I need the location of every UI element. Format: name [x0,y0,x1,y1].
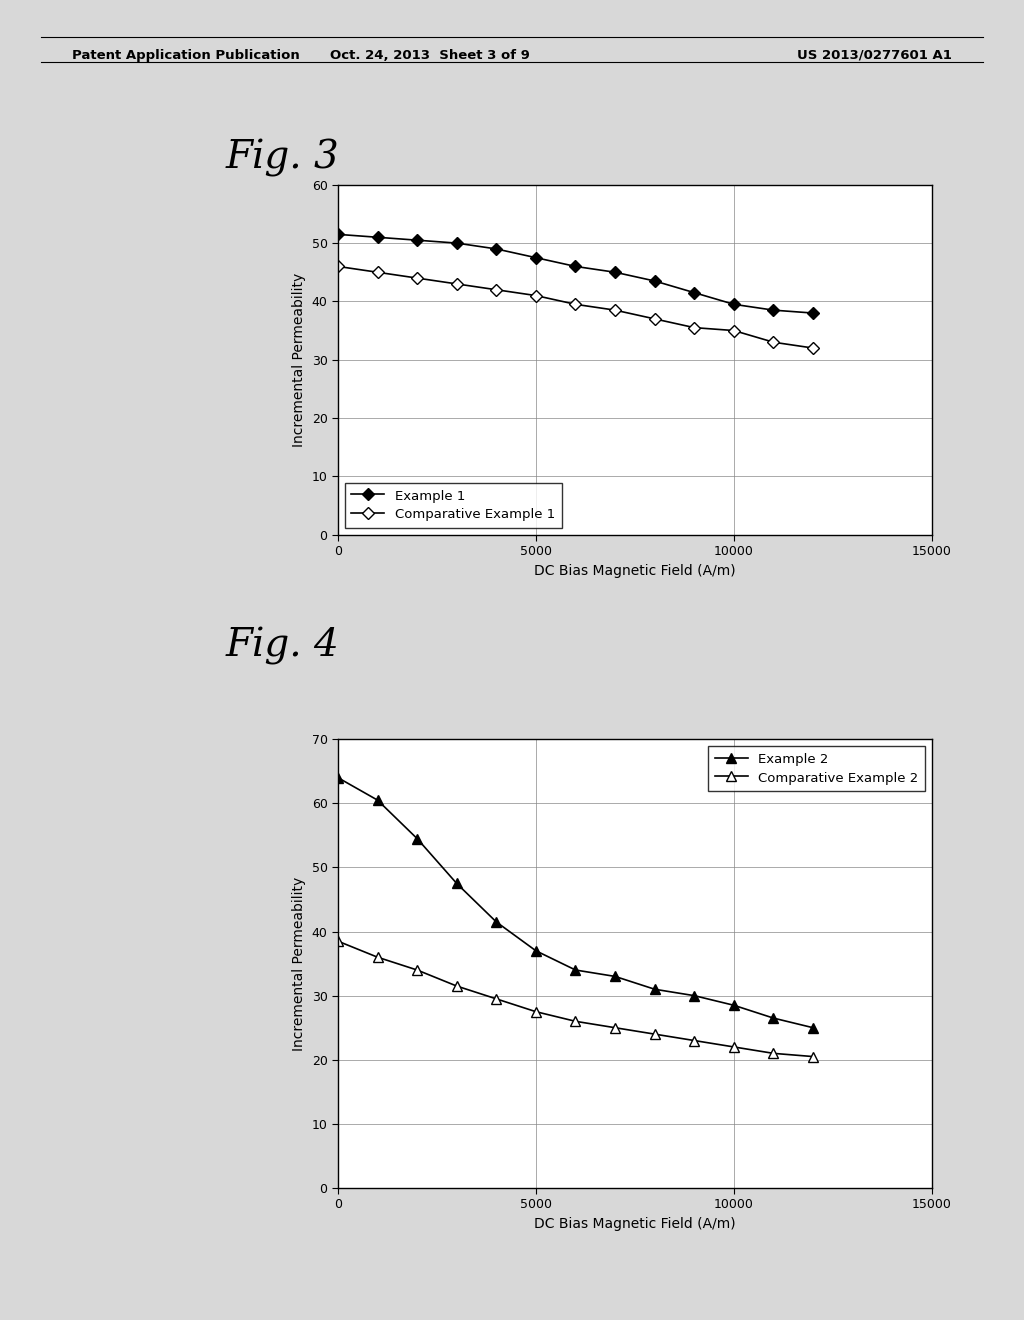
Line: Comparative Example 1: Comparative Example 1 [334,263,817,352]
Comparative Example 1 [728,322,740,338]
Comparative Example 1 [372,264,384,280]
Comparative Example 2 [688,1032,700,1048]
Comparative Example 1 [609,302,622,318]
Text: Fig. 3: Fig. 3 [225,139,339,177]
Example 1 [767,302,779,318]
X-axis label: DC Bias Magnetic Field (A/m): DC Bias Magnetic Field (A/m) [535,564,735,578]
Text: Patent Application Publication: Patent Application Publication [72,49,299,62]
Comparative Example 2 [451,978,463,994]
Comparative Example 1 [490,282,503,298]
Comparative Example 2 [728,1039,740,1055]
Example 2 [411,830,423,846]
Legend: Example 2, Comparative Example 2: Example 2, Comparative Example 2 [709,746,926,791]
Line: Example 1: Example 1 [334,230,817,317]
Example 2 [728,998,740,1014]
Example 1 [490,242,503,257]
Line: Comparative Example 2: Comparative Example 2 [333,936,818,1061]
Comparative Example 2 [569,1014,582,1030]
Comparative Example 1 [332,259,344,275]
Example 2 [490,913,503,929]
Example 2 [688,987,700,1003]
Example 2 [569,962,582,978]
Example 1 [372,230,384,246]
Comparative Example 2 [767,1045,779,1061]
Example 1 [648,273,660,289]
Example 1 [529,249,542,265]
Example 1 [451,235,463,251]
Y-axis label: Incremental Permeability: Incremental Permeability [292,272,306,447]
Text: US 2013/0277601 A1: US 2013/0277601 A1 [798,49,952,62]
Comparative Example 1 [688,319,700,335]
Comparative Example 2 [609,1020,622,1036]
Y-axis label: Incremental Permeability: Incremental Permeability [292,876,306,1051]
Comparative Example 2 [490,991,503,1007]
Comparative Example 1 [807,341,819,356]
Example 2 [807,1020,819,1036]
Example 2 [648,981,660,997]
Example 2 [451,875,463,891]
Example 2 [609,969,622,985]
Comparative Example 2 [648,1026,660,1041]
Example 1 [332,227,344,243]
Example 1 [728,297,740,313]
Example 2 [372,792,384,808]
Comparative Example 1 [648,312,660,327]
Comparative Example 1 [767,334,779,350]
Comparative Example 1 [569,297,582,313]
Comparative Example 2 [372,949,384,965]
Comparative Example 2 [332,933,344,949]
Example 2 [332,770,344,785]
Comparative Example 1 [411,271,423,286]
Comparative Example 1 [529,288,542,304]
Example 2 [767,1010,779,1026]
Example 1 [688,285,700,301]
Text: Oct. 24, 2013  Sheet 3 of 9: Oct. 24, 2013 Sheet 3 of 9 [330,49,530,62]
Example 2 [529,942,542,958]
Text: Fig. 4: Fig. 4 [225,627,339,665]
Example 1 [609,264,622,280]
X-axis label: DC Bias Magnetic Field (A/m): DC Bias Magnetic Field (A/m) [535,1217,735,1232]
Example 1 [807,305,819,321]
Legend: Example 1, Comparative Example 1: Example 1, Comparative Example 1 [344,483,561,528]
Comparative Example 2 [411,962,423,978]
Comparative Example 1 [451,276,463,292]
Example 1 [411,232,423,248]
Comparative Example 2 [807,1048,819,1064]
Line: Example 2: Example 2 [333,772,818,1032]
Example 1 [569,259,582,275]
Comparative Example 2 [529,1003,542,1019]
